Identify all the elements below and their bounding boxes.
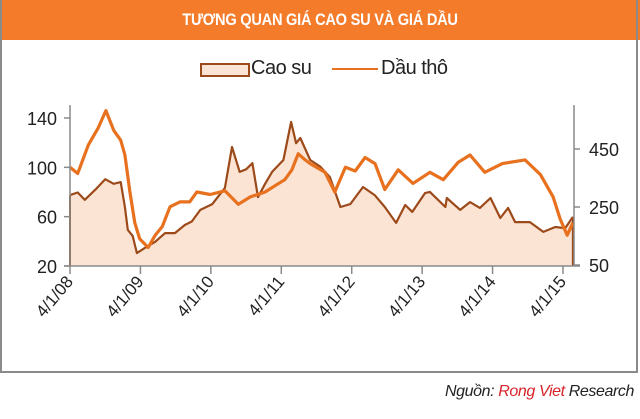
legend-area-swatch-icon <box>200 63 250 77</box>
rubber-line <box>69 120 574 255</box>
y-left-tick-label: 140 <box>27 109 57 129</box>
y-right-tick-label: 450 <box>589 140 619 160</box>
y-left-tick-label: 20 <box>37 257 57 277</box>
series-oil <box>68 108 575 250</box>
source-brand: Rong Viet <box>498 383 565 400</box>
x-tick-label: 4/1/12 <box>314 272 359 320</box>
x-tick-label: 4/1/14 <box>455 272 500 320</box>
y-right-tick-label: 50 <box>589 256 609 276</box>
y-right-tick-label: 250 <box>589 198 619 218</box>
legend-line-swatch-icon <box>332 68 378 70</box>
chart-title: TƯƠNG QUAN GIÁ CAO SU VÀ GIÁ DẦU <box>44 0 596 40</box>
x-tick-label: 4/1/13 <box>384 272 429 320</box>
source-prefix: Nguồn: <box>445 383 499 400</box>
legend: Cao su Dầu thô <box>0 57 640 80</box>
y-left-tick-label: 60 <box>37 208 57 228</box>
x-tick-label: 4/1/15 <box>525 272 570 320</box>
x-tick-label: 4/1/10 <box>173 272 218 320</box>
x-tick-label: 4/1/09 <box>103 272 148 320</box>
x-tick-label: 4/1/11 <box>244 272 288 319</box>
source-suffix: Research <box>564 383 635 400</box>
y-left-tick-label: 100 <box>27 158 57 178</box>
source-note: Nguồn: Rong Viet Research <box>445 383 634 401</box>
legend-label-rubber: Cao su <box>251 57 312 79</box>
oil-line <box>68 108 575 250</box>
chart-frame <box>0 0 638 373</box>
rubber-area <box>70 122 573 266</box>
x-tick-label: 4/1/08 <box>32 272 77 320</box>
legend-label-oil: Dầu thô <box>381 57 448 79</box>
